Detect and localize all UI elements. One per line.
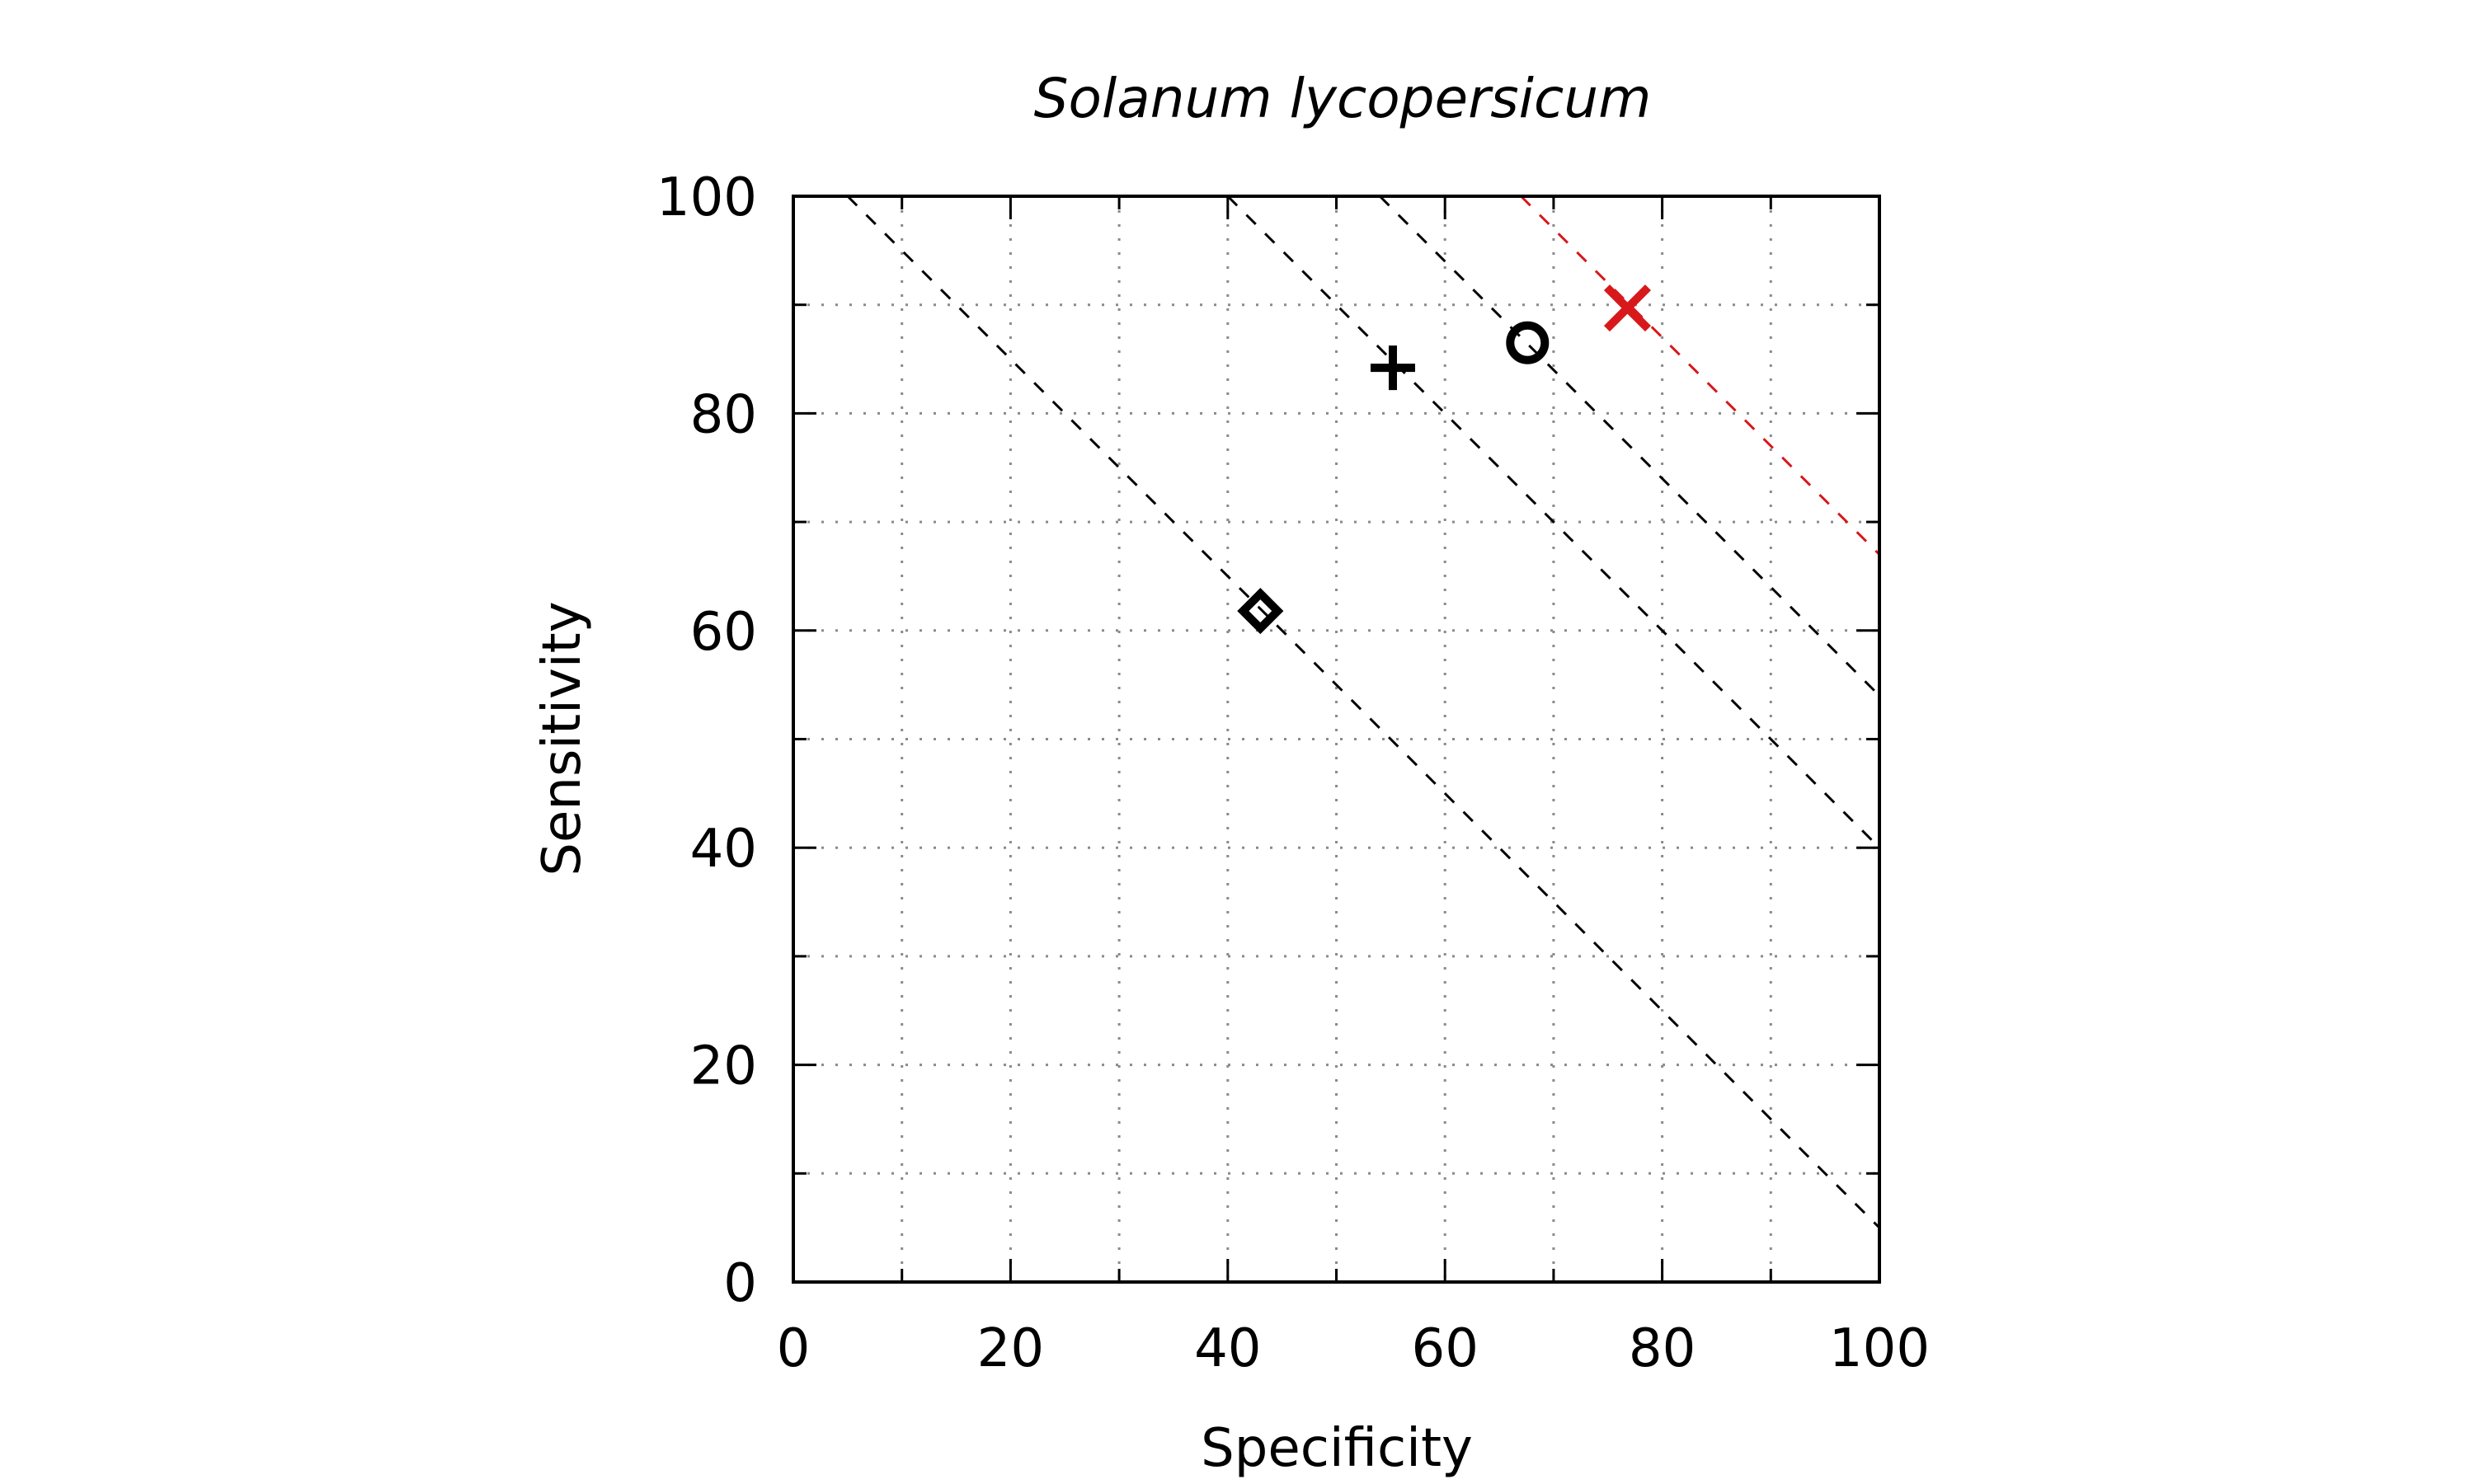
x-tick-label-100: 100 <box>1829 1318 1930 1379</box>
y-tick-label-20: 20 <box>690 1036 757 1097</box>
grid <box>793 196 1879 1282</box>
data-point-plus <box>1370 345 1415 391</box>
x-tick-label-60: 60 <box>1411 1318 1478 1379</box>
reference-line-1 <box>846 195 1881 1229</box>
x-axis-label: Specificity <box>1201 1418 1473 1479</box>
data-points <box>1237 284 1651 635</box>
x-tick-label-0: 0 <box>777 1318 811 1379</box>
reference-line-2 <box>1226 195 1881 849</box>
reference-lines <box>846 195 1881 1229</box>
data-point-cross <box>1603 284 1651 332</box>
plot-frame <box>792 195 1881 1284</box>
x-tick-label-40: 40 <box>1194 1318 1261 1379</box>
reference-line-3 <box>1379 195 1881 697</box>
y-tick-label-40: 40 <box>690 819 757 880</box>
data-point-circle <box>1506 321 1550 364</box>
y-tick-label-80: 80 <box>690 384 757 445</box>
chart-title: Solanum lycopersicum <box>1034 67 1652 130</box>
reference-line-4 <box>1520 195 1881 556</box>
x-tick-label-80: 80 <box>1629 1318 1696 1379</box>
x-tick-label-20: 20 <box>977 1318 1044 1379</box>
tick-marks <box>792 195 1881 1284</box>
y-tick-label-0: 0 <box>723 1253 757 1314</box>
data-point-diamond <box>1237 588 1284 635</box>
y-tick-label-60: 60 <box>690 602 757 663</box>
tick-labels: 0 20 40 60 80 100 0 20 40 60 80 100 <box>656 167 1930 1379</box>
y-tick-label-100: 100 <box>656 167 757 228</box>
y-axis-label: Sensitivity <box>532 601 593 876</box>
